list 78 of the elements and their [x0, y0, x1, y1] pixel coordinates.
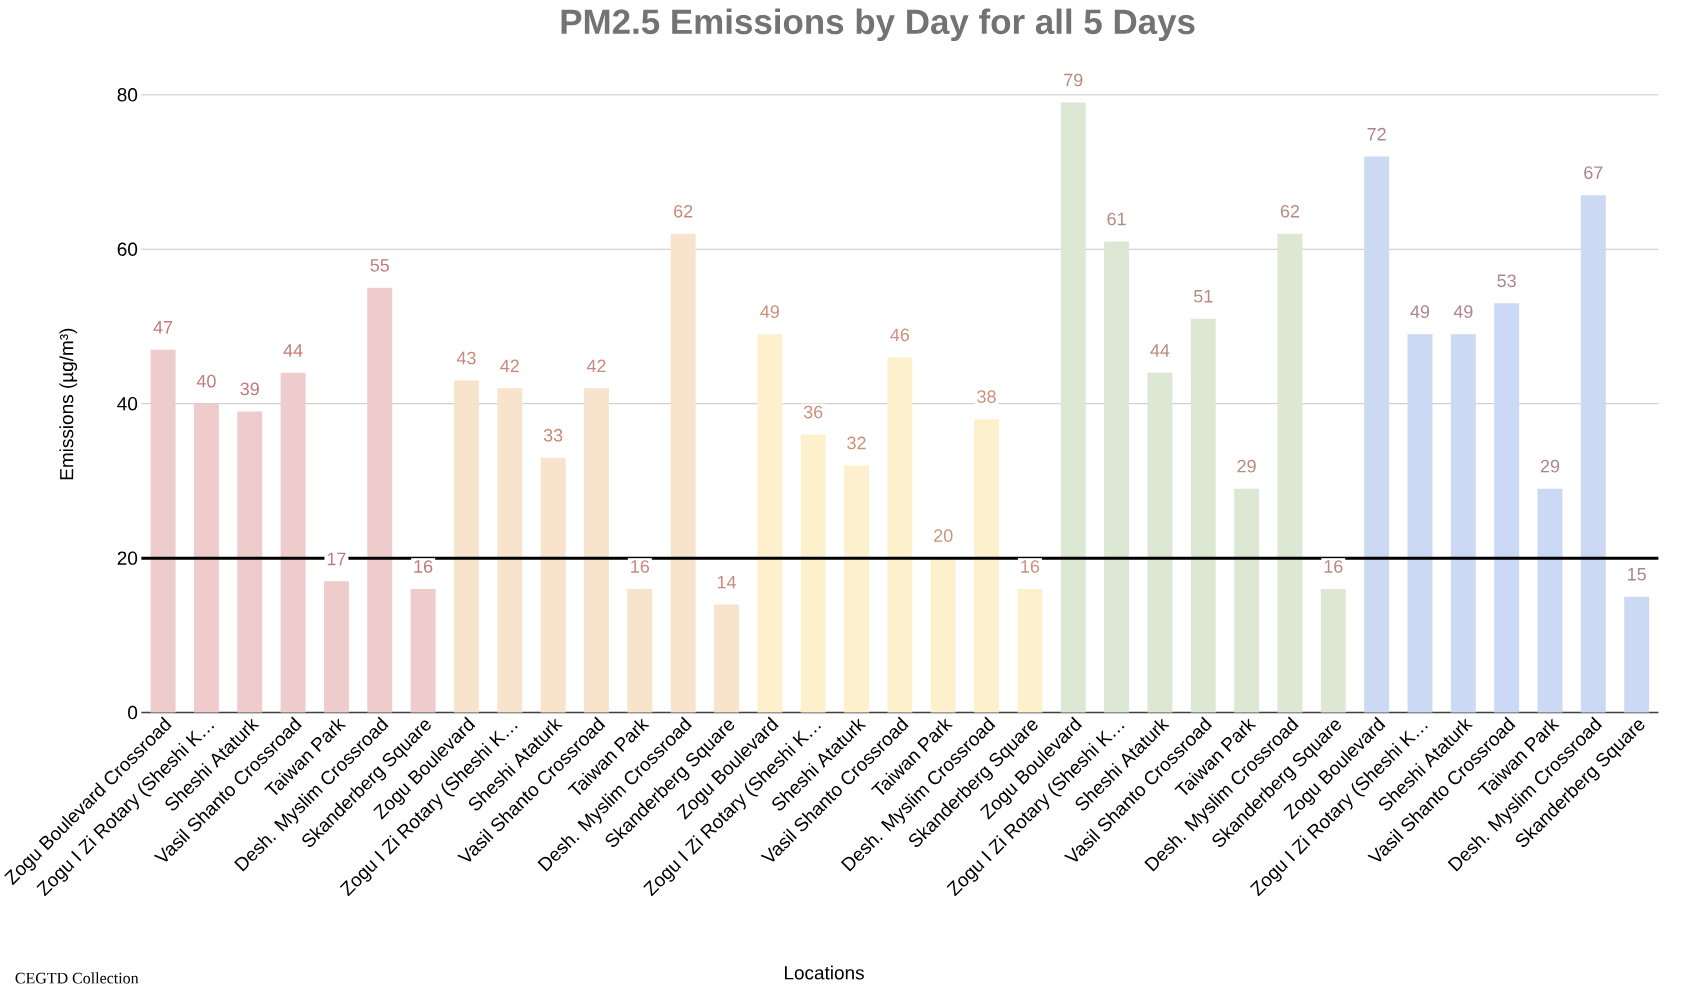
data-label: 49 [760, 305, 779, 319]
data-label: 44 [1150, 344, 1170, 357]
data-label: 16 [1021, 560, 1040, 573]
bar [1407, 334, 1433, 713]
y-tick-label: 20 [117, 551, 138, 565]
bar [1277, 233, 1303, 713]
data-label: 36 [803, 405, 823, 419]
bar [627, 589, 653, 713]
data-label: 17 [327, 552, 346, 566]
data-label: 20 [934, 529, 953, 542]
data-label: 29 [1540, 459, 1560, 473]
bar [453, 380, 479, 713]
bar [757, 334, 783, 713]
chart-title: PM2.5 Emissions by Day for all 5 Days [561, 8, 1195, 42]
bar [1017, 589, 1043, 713]
bar [844, 465, 870, 713]
data-label: 39 [240, 382, 259, 396]
bar [1234, 488, 1260, 713]
bar [1190, 318, 1216, 713]
data-label: 51 [1194, 290, 1213, 303]
bar [974, 419, 1000, 713]
bar [670, 233, 696, 713]
data-label: 42 [500, 359, 519, 373]
data-label: 72 [1367, 127, 1386, 141]
bar [1494, 303, 1520, 713]
data-label: 44 [283, 344, 303, 357]
bar [1147, 372, 1173, 713]
data-label: 16 [1324, 560, 1343, 573]
y-axis-title: Emissions (µg/m³) [59, 328, 78, 480]
y-tick-label: 80 [117, 88, 138, 102]
bar [1537, 488, 1563, 713]
data-label: 32 [847, 436, 866, 450]
bar [237, 411, 263, 713]
bar [1320, 589, 1346, 713]
bar [930, 558, 956, 713]
data-label: 49 [1453, 305, 1473, 319]
bar [497, 388, 523, 713]
data-label: 16 [631, 560, 650, 573]
bar [280, 372, 306, 713]
data-label: 40 [196, 374, 216, 388]
data-label: 62 [1280, 204, 1300, 218]
bar [1104, 241, 1130, 713]
bar [193, 403, 219, 713]
text: CEGTD Collection [15, 972, 139, 984]
bar [1060, 102, 1086, 713]
bar [410, 589, 436, 713]
data-label: 15 [1628, 568, 1646, 581]
bar [800, 434, 826, 713]
data-label: 49 [1410, 305, 1430, 319]
bar [887, 357, 913, 713]
data-label: 16 [414, 560, 433, 573]
bar [584, 388, 609, 713]
data-label: 79 [1064, 73, 1083, 87]
bar [367, 287, 393, 713]
y-tick-label: 60 [117, 242, 138, 256]
data-label: 42 [586, 359, 606, 373]
data-label: 62 [674, 204, 693, 218]
data-label: 29 [1237, 459, 1256, 473]
data-label: 53 [1497, 274, 1516, 288]
bar [150, 349, 176, 713]
data-label: 14 [717, 575, 736, 589]
x-axis-title: Locations [784, 965, 864, 980]
data-label: 46 [890, 328, 910, 342]
bar [323, 581, 349, 713]
data-label: 38 [977, 390, 996, 403]
bar [714, 604, 739, 713]
y-tick-label: 40 [117, 396, 138, 411]
bar [1624, 596, 1650, 713]
data-label: 47 [153, 321, 173, 334]
bar [540, 457, 566, 713]
data-label: 61 [1107, 212, 1126, 226]
bar [1580, 195, 1606, 713]
data-label: 33 [543, 428, 563, 442]
data-label: 55 [370, 259, 389, 272]
data-label: 43 [456, 351, 476, 365]
bar [1364, 156, 1390, 713]
bar [1450, 334, 1476, 713]
data-label: 67 [1584, 166, 1603, 180]
